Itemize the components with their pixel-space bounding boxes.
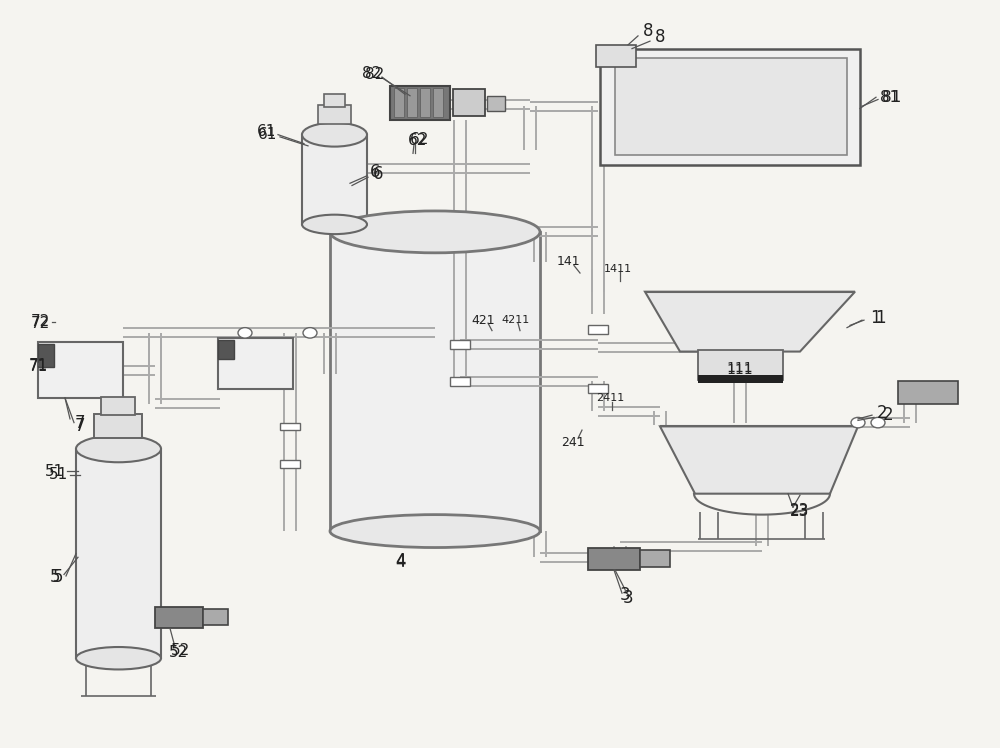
- Bar: [38, 344, 54, 367]
- Text: 6: 6: [370, 163, 380, 181]
- Bar: [433, 88, 443, 117]
- Bar: [94, 414, 142, 438]
- Text: 23: 23: [790, 503, 810, 518]
- Text: 72: 72: [30, 314, 50, 329]
- Ellipse shape: [302, 215, 367, 234]
- Bar: [218, 338, 293, 389]
- Text: 72: 72: [30, 316, 50, 331]
- Bar: [596, 45, 636, 67]
- Bar: [280, 460, 300, 468]
- Text: 5: 5: [50, 568, 60, 586]
- Text: 51: 51: [45, 464, 65, 479]
- Text: 8: 8: [643, 22, 653, 40]
- Bar: [588, 325, 608, 334]
- Text: 81: 81: [880, 90, 900, 105]
- Text: 3: 3: [623, 589, 633, 607]
- Bar: [203, 609, 228, 625]
- Text: 111: 111: [727, 361, 753, 375]
- Ellipse shape: [76, 435, 161, 462]
- Bar: [450, 340, 470, 349]
- Text: 61: 61: [257, 124, 277, 139]
- Bar: [698, 350, 783, 380]
- Text: 4: 4: [395, 554, 405, 571]
- Text: 111: 111: [727, 364, 753, 377]
- Bar: [615, 58, 847, 155]
- Bar: [101, 397, 135, 415]
- Circle shape: [238, 328, 252, 338]
- Text: 4: 4: [395, 552, 405, 570]
- Text: 23: 23: [790, 504, 810, 519]
- Bar: [324, 94, 345, 107]
- Bar: [407, 88, 417, 117]
- Text: 1: 1: [875, 309, 885, 327]
- Text: 2: 2: [877, 404, 887, 422]
- Text: 1: 1: [870, 309, 880, 327]
- Bar: [898, 381, 958, 404]
- Bar: [588, 548, 640, 570]
- Bar: [394, 88, 404, 117]
- Text: 3: 3: [620, 586, 630, 604]
- Ellipse shape: [330, 211, 540, 253]
- Text: 52: 52: [170, 643, 190, 658]
- Ellipse shape: [330, 515, 540, 548]
- Ellipse shape: [76, 647, 161, 669]
- Bar: [330, 232, 540, 531]
- Bar: [302, 135, 367, 224]
- Bar: [450, 377, 470, 386]
- Bar: [420, 88, 430, 117]
- Bar: [318, 105, 351, 124]
- Text: 71: 71: [28, 359, 48, 374]
- Bar: [640, 550, 670, 567]
- Bar: [588, 384, 608, 393]
- Text: 51: 51: [48, 468, 68, 482]
- Ellipse shape: [302, 123, 367, 147]
- Bar: [487, 96, 505, 111]
- Text: 2411: 2411: [596, 393, 624, 403]
- Text: 6: 6: [373, 165, 383, 183]
- Bar: [280, 423, 300, 430]
- Circle shape: [871, 417, 885, 428]
- Polygon shape: [645, 292, 855, 352]
- Text: 7: 7: [75, 414, 85, 432]
- Bar: [155, 607, 203, 628]
- Text: 62: 62: [408, 133, 428, 148]
- Bar: [698, 375, 783, 383]
- Circle shape: [303, 328, 317, 338]
- Text: 1411: 1411: [604, 264, 632, 275]
- Bar: [38, 342, 123, 398]
- Text: 5: 5: [53, 568, 63, 586]
- Bar: [600, 49, 860, 165]
- Text: 141: 141: [556, 255, 580, 269]
- Text: 82: 82: [365, 67, 385, 82]
- Text: 52: 52: [168, 645, 188, 660]
- Text: 71: 71: [28, 358, 48, 373]
- Polygon shape: [660, 426, 858, 494]
- Bar: [218, 340, 234, 359]
- Text: 2: 2: [883, 406, 893, 424]
- Text: 4211: 4211: [502, 315, 530, 325]
- Text: 81: 81: [882, 90, 902, 105]
- Bar: [453, 89, 485, 116]
- Bar: [390, 86, 450, 120]
- Text: 62: 62: [410, 132, 430, 147]
- Text: 241: 241: [561, 436, 585, 450]
- Bar: [76, 449, 161, 658]
- Text: 82: 82: [362, 66, 382, 81]
- Circle shape: [851, 417, 865, 428]
- Text: 421: 421: [471, 313, 495, 327]
- Text: 61: 61: [258, 127, 278, 142]
- Text: 7: 7: [75, 417, 85, 435]
- Text: 8: 8: [655, 28, 665, 46]
